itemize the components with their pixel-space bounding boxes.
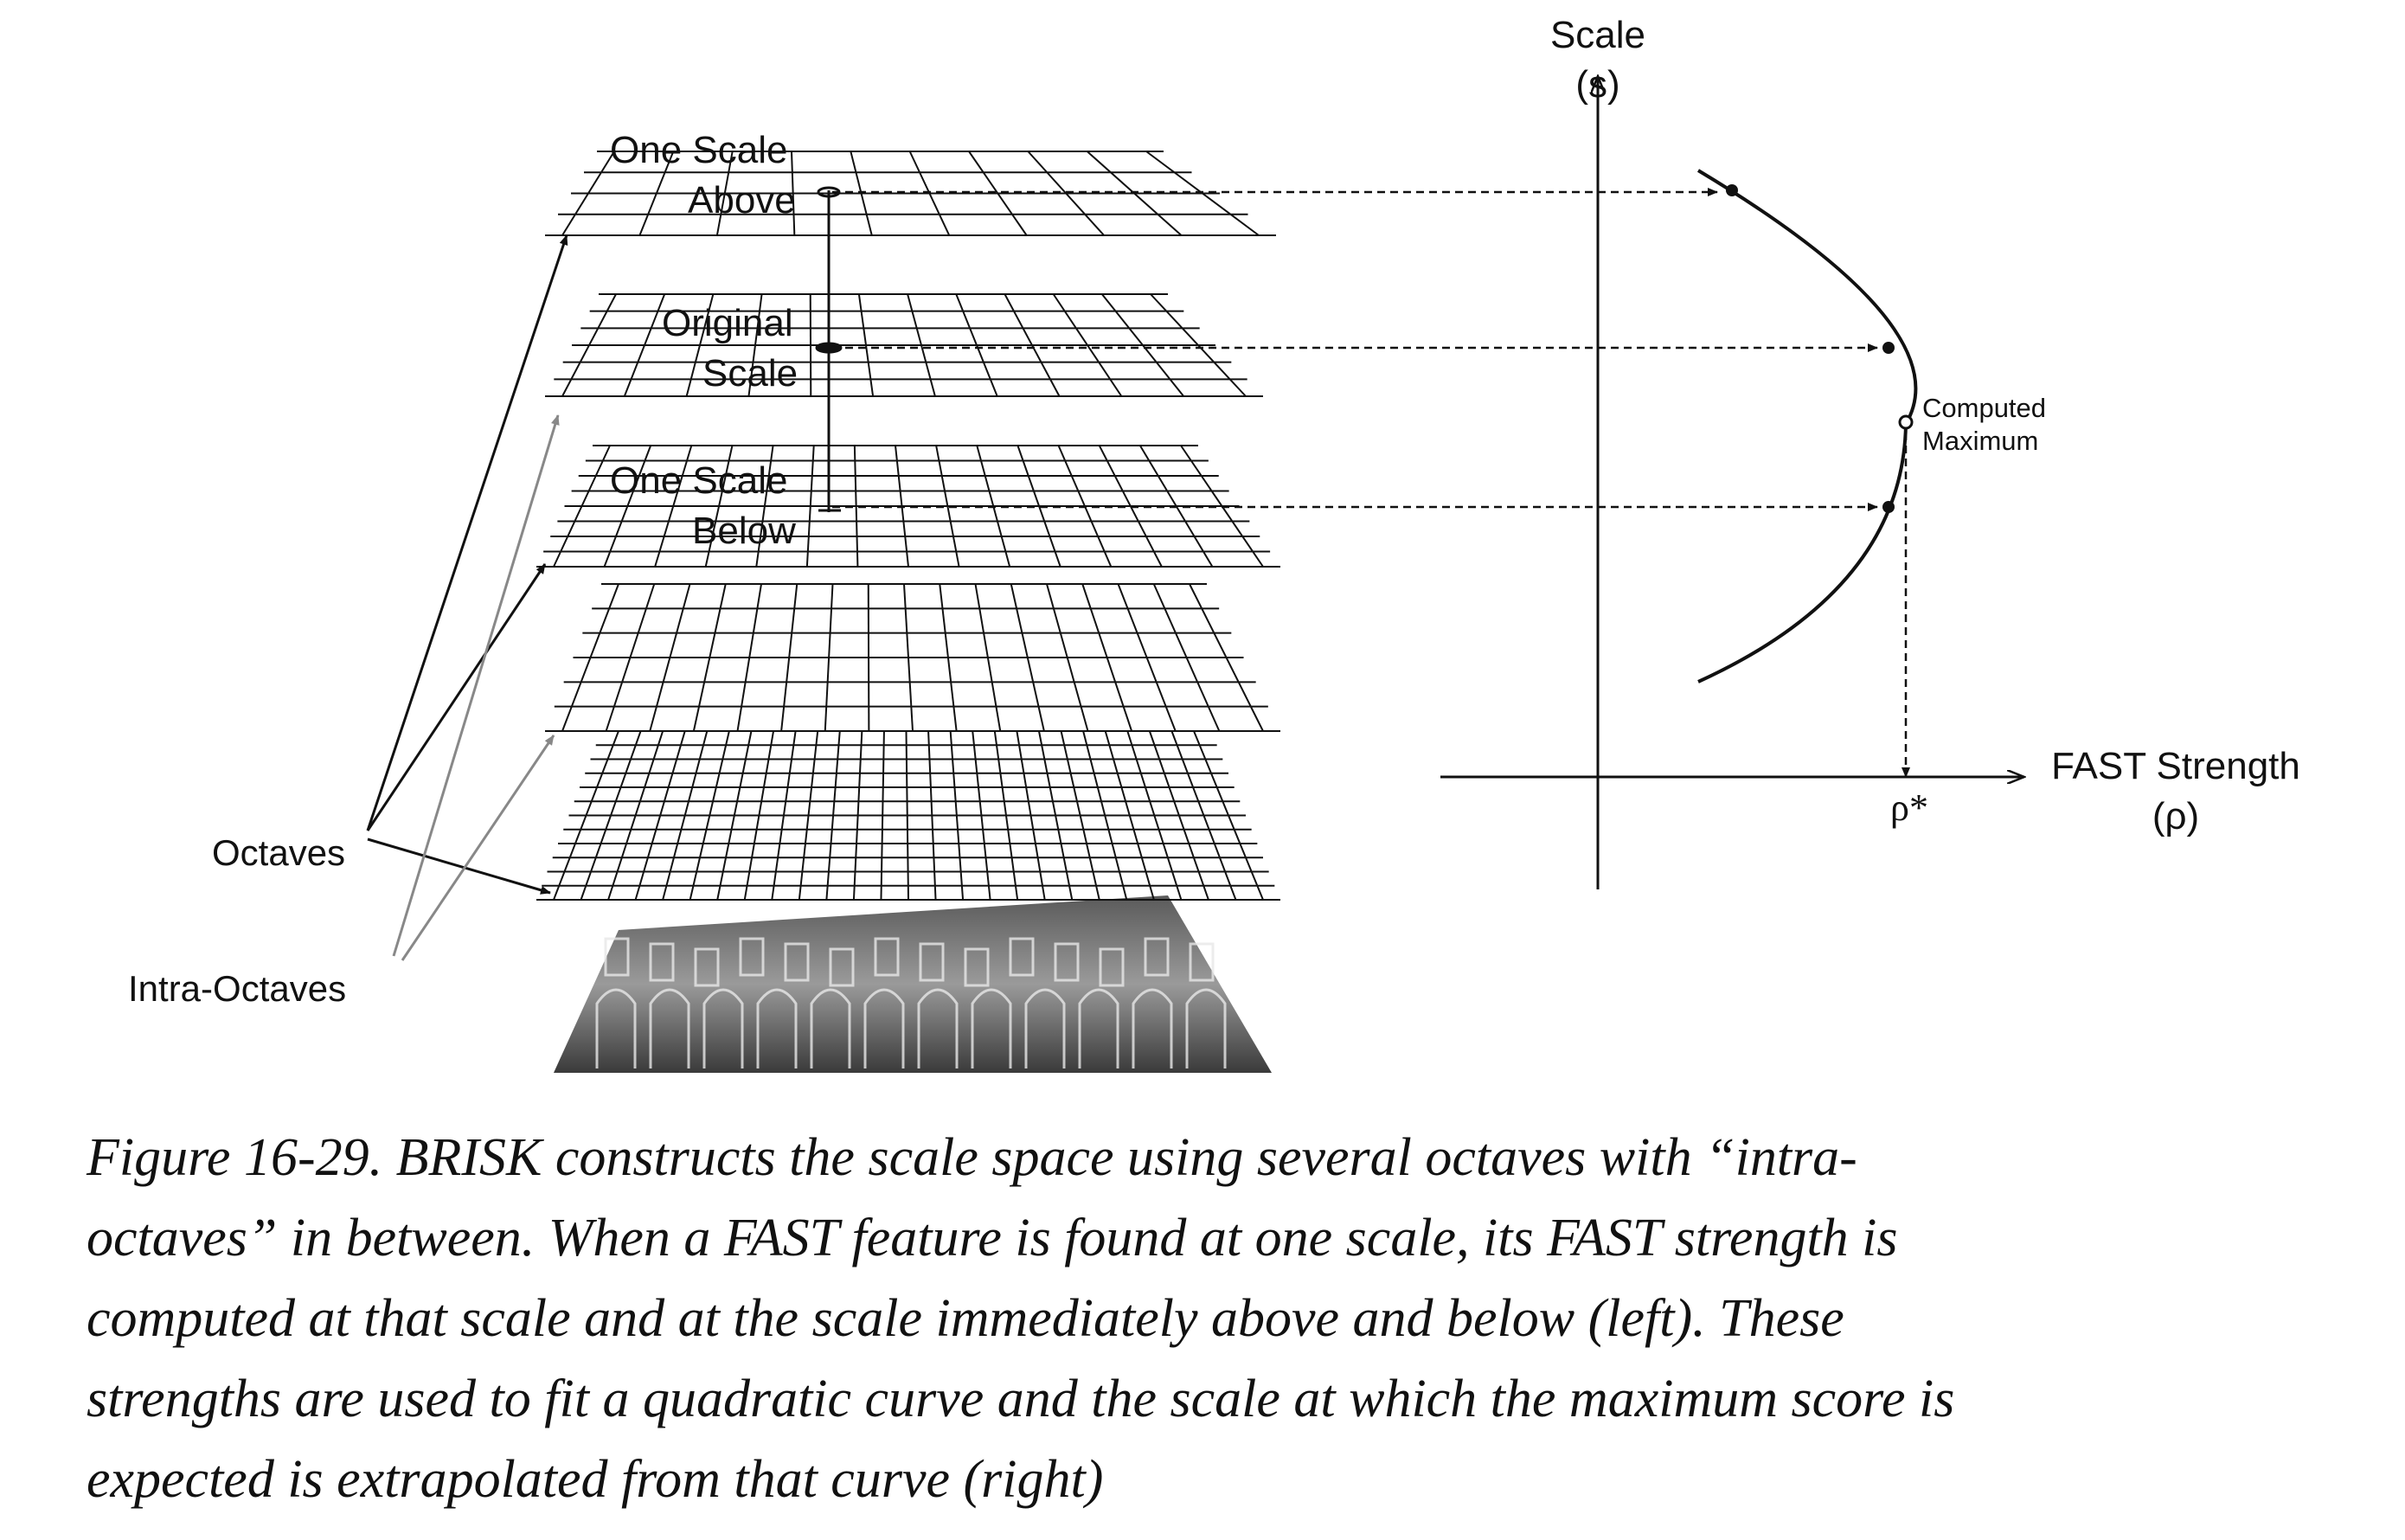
svg-text:Above: Above (688, 179, 796, 221)
svg-text:One Scale: One Scale (610, 129, 787, 171)
intra-octaves-label: Intra-Octaves (128, 968, 346, 1009)
graph-axes (1440, 76, 2024, 889)
level-label-above: One Scale Above (610, 129, 796, 221)
octave-arrows (366, 234, 568, 895)
svg-text:Original: Original (662, 302, 793, 344)
grid-base-octave (536, 730, 1280, 901)
caption-line: Figure 16-29. BRISK constructs the scale… (87, 1128, 1857, 1187)
grid-intra-octave (545, 583, 1280, 732)
scale-space-grids (536, 151, 1280, 901)
svg-text:Maximum: Maximum (1922, 426, 2038, 456)
intra-octave-arrows (392, 414, 560, 961)
quadratic-curve (1696, 169, 1918, 683)
x-axis-label: FAST Strength (ρ) (2051, 745, 2300, 837)
scale-connector (815, 186, 843, 512)
svg-text:(ρ): (ρ) (2152, 795, 2199, 837)
svg-text:One Scale: One Scale (610, 459, 787, 502)
computed-maximum-label: Computed Maximum (1922, 393, 2046, 456)
grid-one-scale-above (545, 151, 1276, 236)
brisk-scale-space-figure: One Scale Above Original Scale One Scale… (128, 14, 2300, 1073)
svg-text:Below: Below (692, 510, 796, 552)
grid-original-scale (545, 293, 1263, 397)
svg-text:Computed: Computed (1922, 393, 2046, 423)
svg-text:(s): (s) (1575, 63, 1619, 106)
svg-text:Scale: Scale (702, 352, 798, 395)
svg-text:FAST Strength: FAST Strength (2051, 745, 2300, 787)
caption-line: strengths are used to fit a quadratic cu… (87, 1370, 1955, 1428)
caption-line: octaves” in between. When a FAST feature… (87, 1209, 1898, 1267)
level-label-below: One Scale Below (610, 459, 796, 552)
figure-caption: Figure 16-29. BRISK constructs the scale… (87, 1118, 2370, 1520)
y-axis-label: Scale (s) (1550, 14, 1645, 106)
projection-lines (832, 188, 1910, 778)
rho-star-label: ρ* (1890, 786, 1928, 829)
curve-points (1726, 184, 1914, 513)
caption-line: expected is extrapolated from that curve… (87, 1450, 1104, 1509)
octaves-label: Octaves (212, 832, 345, 873)
svg-text:Scale: Scale (1550, 14, 1645, 56)
cathedral-photo (554, 895, 1272, 1073)
caption-line: computed at that scale and at the scale … (87, 1289, 1844, 1348)
level-label-original: Original Scale (662, 302, 798, 395)
